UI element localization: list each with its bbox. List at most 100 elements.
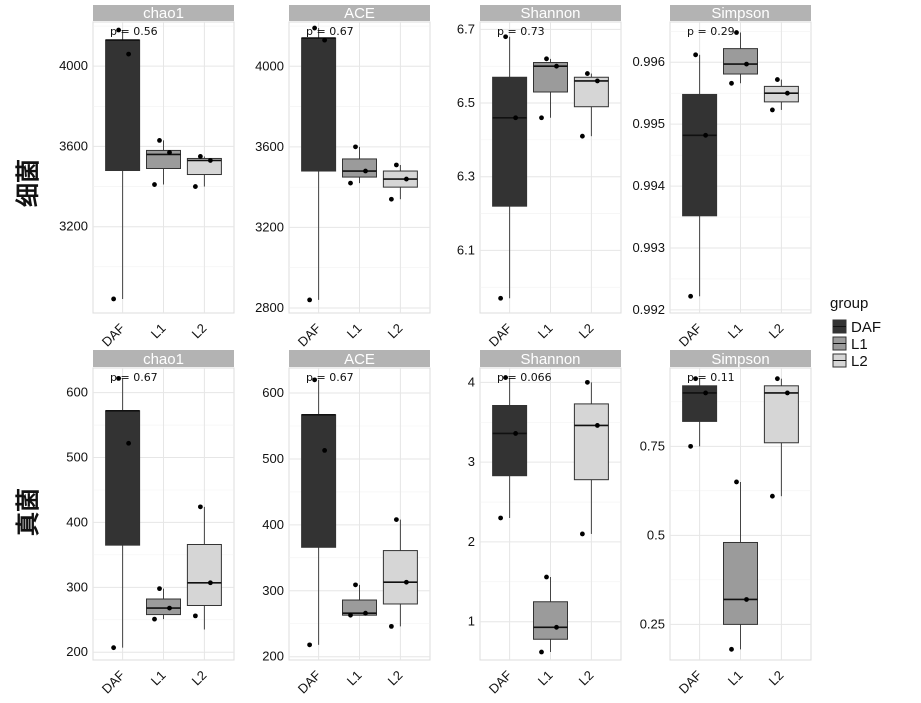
y-tick-label: 0.994 bbox=[632, 178, 665, 193]
x-tick-label: DAF bbox=[676, 320, 705, 349]
data-point bbox=[784, 90, 790, 96]
box-body bbox=[186, 543, 222, 606]
box-L1 bbox=[342, 144, 377, 186]
data-point bbox=[539, 115, 544, 121]
y-tick-label: 300 bbox=[66, 579, 88, 594]
legend-item-L2: L2 bbox=[832, 353, 868, 370]
box-body bbox=[573, 76, 609, 108]
data-point bbox=[192, 184, 198, 189]
box-body bbox=[573, 403, 609, 481]
y-tick-label: 600 bbox=[262, 385, 284, 400]
box-L2 bbox=[382, 517, 418, 629]
y-tick-label: 6.7 bbox=[457, 21, 475, 36]
data-point bbox=[769, 107, 775, 113]
data-point bbox=[167, 605, 172, 611]
y-tick-label: 500 bbox=[262, 451, 284, 466]
x-tick-label: DAF bbox=[295, 320, 324, 349]
data-point bbox=[388, 196, 394, 202]
x-tick-label: L1 bbox=[148, 668, 169, 689]
data-point bbox=[353, 582, 358, 588]
data-point bbox=[388, 623, 394, 629]
data-point bbox=[594, 423, 600, 428]
box-body bbox=[763, 385, 799, 444]
y-tick-label: 6.1 bbox=[457, 242, 475, 257]
y-tick-label: 3600 bbox=[255, 139, 284, 154]
x-tick-label: DAF bbox=[486, 667, 515, 696]
data-point bbox=[584, 71, 590, 76]
data-point bbox=[774, 77, 780, 82]
y-tick-label: 200 bbox=[262, 649, 284, 664]
x-tick-label: L2 bbox=[576, 321, 597, 342]
facet-strip-title: Simpson bbox=[711, 5, 769, 22]
x-tick-label: L1 bbox=[535, 668, 556, 689]
data-point bbox=[126, 51, 132, 57]
box-body bbox=[301, 414, 337, 548]
box-L2 bbox=[763, 77, 799, 113]
legend-label: DAF bbox=[851, 319, 881, 336]
y-tick-label: 200 bbox=[66, 644, 88, 659]
data-point bbox=[197, 154, 203, 159]
box-body bbox=[105, 39, 141, 172]
y-tick-label: 0.993 bbox=[632, 240, 665, 255]
data-point bbox=[729, 80, 734, 86]
data-point bbox=[157, 138, 162, 143]
data-point bbox=[554, 624, 559, 630]
data-point bbox=[503, 34, 509, 40]
data-point bbox=[734, 30, 739, 35]
box-DAF bbox=[301, 377, 337, 648]
facet-strip-title: Shannon bbox=[520, 5, 580, 22]
box-body bbox=[301, 37, 337, 172]
data-point bbox=[729, 646, 734, 652]
facet-strip bbox=[93, 5, 234, 21]
x-tick-label: L2 bbox=[576, 668, 597, 689]
facet-strip-title: chao1 bbox=[143, 351, 184, 368]
y-tick-label: 1 bbox=[468, 614, 475, 629]
box-body bbox=[382, 550, 418, 605]
facet-strip-title: ACE bbox=[344, 5, 375, 22]
data-point bbox=[111, 645, 117, 651]
data-point bbox=[322, 447, 328, 453]
data-point bbox=[116, 375, 122, 381]
x-tick-label: DAF bbox=[99, 667, 128, 696]
panel-1-0: 200 300 400 500 600 chao1 DAF L1 L2 p = 0.67 bbox=[66, 350, 235, 697]
box-L2 bbox=[186, 504, 222, 630]
p-value-label: p = 0.73 bbox=[497, 25, 545, 38]
facet-strip-title: ACE bbox=[344, 351, 375, 368]
y-tick-label: 3600 bbox=[59, 138, 88, 153]
data-point bbox=[363, 168, 368, 174]
y-tick-label: 0.5 bbox=[647, 527, 665, 542]
box-body bbox=[186, 157, 222, 176]
y-tick-label: 2800 bbox=[255, 300, 284, 315]
data-point bbox=[498, 515, 504, 521]
box-DAF bbox=[105, 27, 141, 302]
data-point bbox=[744, 61, 749, 67]
data-point bbox=[312, 25, 318, 31]
facet-strip bbox=[480, 350, 621, 367]
box-L1 bbox=[146, 586, 181, 622]
x-tick-label: DAF bbox=[486, 320, 515, 349]
x-tick-label: L1 bbox=[535, 321, 556, 342]
data-point bbox=[167, 150, 172, 155]
box-body bbox=[146, 598, 181, 616]
y-tick-label: 0.992 bbox=[632, 302, 665, 317]
data-point bbox=[693, 52, 699, 58]
y-tick-label: 3 bbox=[468, 454, 475, 469]
facet-strip bbox=[670, 350, 811, 367]
y-tick-label: 0.25 bbox=[640, 616, 665, 631]
data-point bbox=[307, 642, 313, 648]
box-body bbox=[723, 48, 758, 75]
legend-item-DAF: DAF bbox=[832, 319, 881, 336]
data-point bbox=[784, 390, 790, 396]
x-tick-label: L2 bbox=[766, 321, 787, 342]
legend-title: group bbox=[830, 295, 868, 312]
data-point bbox=[544, 574, 549, 580]
x-tick-label: L1 bbox=[344, 668, 365, 689]
x-tick-label: L1 bbox=[725, 321, 746, 342]
data-point bbox=[322, 37, 328, 43]
y-tick-label: 6.5 bbox=[457, 95, 475, 110]
y-tick-label: 4000 bbox=[59, 58, 88, 73]
data-point bbox=[688, 443, 694, 449]
data-point bbox=[403, 176, 409, 182]
facet-strip-title: chao1 bbox=[143, 5, 184, 22]
x-tick-label: L2 bbox=[766, 668, 787, 689]
